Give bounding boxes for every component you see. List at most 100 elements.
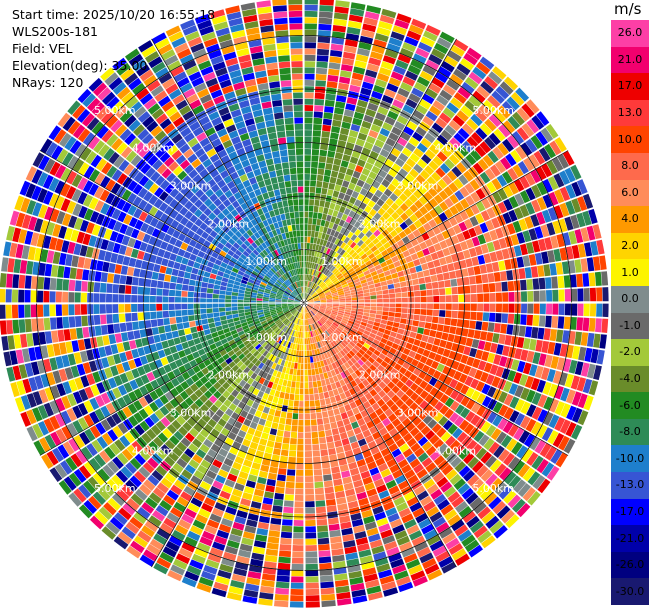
- ppi-gate: [106, 415, 117, 428]
- ppi-gate: [344, 253, 351, 260]
- ppi-gate: [370, 51, 384, 61]
- ppi-gate: [355, 537, 369, 546]
- ppi-gate: [272, 416, 280, 424]
- ppi-gate: [570, 214, 580, 229]
- ppi-gate: [306, 305, 312, 310]
- ppi-gate: [228, 585, 244, 595]
- ppi-gate: [26, 260, 34, 275]
- ppi-gate: [304, 426, 311, 432]
- ppi-gate: [339, 350, 346, 357]
- ppi-gate: [346, 223, 354, 231]
- ppi-gate: [6, 273, 13, 288]
- ppi-gate: [412, 229, 421, 238]
- ppi-gate: [67, 353, 76, 366]
- ppi-gate: [125, 350, 134, 361]
- ppi-gate: [484, 76, 499, 90]
- ppi-gate: [307, 363, 311, 370]
- ppi-gate: [31, 169, 43, 184]
- ppi-gate: [439, 303, 446, 310]
- ppi-gate: [191, 412, 201, 423]
- ppi-gate: [82, 269, 90, 281]
- ppi-gate: [177, 233, 187, 242]
- ppi-gate: [436, 233, 445, 242]
- ppi-gate: [290, 316, 295, 322]
- ppi-gate: [46, 344, 55, 358]
- ppi-gate: [378, 216, 386, 225]
- ppi-gate: [163, 281, 170, 289]
- ppi-gate: [426, 534, 441, 546]
- ppi-gate: [427, 296, 433, 303]
- ppi-gate: [120, 466, 133, 479]
- ppi-gate: [119, 352, 128, 363]
- ppi-gate: [410, 570, 426, 581]
- ppi-gate: [264, 288, 271, 293]
- ppi-gate: [317, 212, 323, 220]
- ppi-gate: [558, 372, 568, 386]
- ppi-gate: [506, 223, 516, 235]
- ppi-gate: [184, 200, 194, 210]
- ppi-gate: [282, 318, 288, 324]
- ppi-gate: [479, 487, 493, 501]
- ppi-gate: [363, 289, 370, 294]
- ppi-gate: [283, 430, 291, 438]
- ppi-gate: [532, 474, 546, 490]
- ppi-gate: [305, 274, 307, 281]
- ppi-gate: [586, 257, 595, 272]
- ppi-gate: [166, 243, 174, 253]
- ppi-gate: [470, 414, 481, 426]
- ppi-gate: [133, 511, 147, 525]
- ppi-gate: [428, 377, 438, 387]
- ppi-gate: [517, 463, 531, 478]
- ppi-gate: [533, 303, 540, 314]
- ppi-gate: [244, 294, 251, 298]
- ppi-gate: [304, 111, 313, 118]
- ppi-gate: [207, 283, 215, 289]
- ppi-gate: [470, 294, 477, 302]
- ppi-gate: [212, 308, 219, 313]
- ppi-gate: [189, 279, 196, 286]
- ppi-gate: [552, 432, 565, 448]
- ppi-gate: [255, 335, 262, 341]
- ppi-gate: [148, 440, 160, 452]
- ppi-gate: [223, 327, 230, 334]
- ppi-gate: [396, 389, 405, 399]
- ppi-gate: [289, 315, 294, 321]
- ppi-gate: [37, 318, 45, 331]
- ppi-gate: [164, 391, 174, 401]
- ppi-gate: [375, 357, 383, 364]
- ppi-gate: [212, 507, 224, 518]
- ppi-gate: [349, 315, 356, 320]
- ppi-gate: [399, 366, 407, 375]
- ppi-gate: [415, 174, 426, 185]
- ppi-gate: [432, 288, 440, 296]
- ppi-gate: [178, 329, 186, 337]
- ppi-gate: [513, 479, 527, 493]
- ppi-gate: [344, 423, 353, 432]
- ppi-gate: [369, 313, 376, 318]
- ppi-gate: [466, 515, 480, 529]
- ppi-gate: [321, 274, 326, 281]
- ppi-gate: [106, 165, 118, 178]
- ppi-gate: [275, 435, 283, 443]
- ppi-gate: [557, 275, 565, 289]
- ppi-gate: [450, 235, 460, 245]
- ppi-gate: [242, 438, 251, 447]
- ppi-gate: [133, 535, 149, 548]
- ppi-gate: [153, 562, 169, 575]
- ppi-gate: [405, 356, 414, 364]
- ppi-gate: [176, 223, 185, 232]
- ppi-gate: [381, 179, 391, 188]
- ppi-gate: [296, 305, 302, 310]
- ppi-gate: [366, 5, 382, 14]
- ppi-gate: [200, 308, 207, 314]
- ppi-gate: [68, 292, 75, 303]
- ppi-gate: [448, 216, 458, 227]
- ppi-gate: [361, 509, 373, 519]
- ppi-gate: [519, 243, 528, 256]
- ppi-gate: [167, 570, 183, 582]
- ppi-gate: [293, 324, 297, 331]
- ppi-gate: [314, 322, 319, 329]
- ppi-gate: [293, 310, 298, 316]
- ppi-gate: [464, 76, 479, 90]
- ppi-gate: [333, 158, 342, 166]
